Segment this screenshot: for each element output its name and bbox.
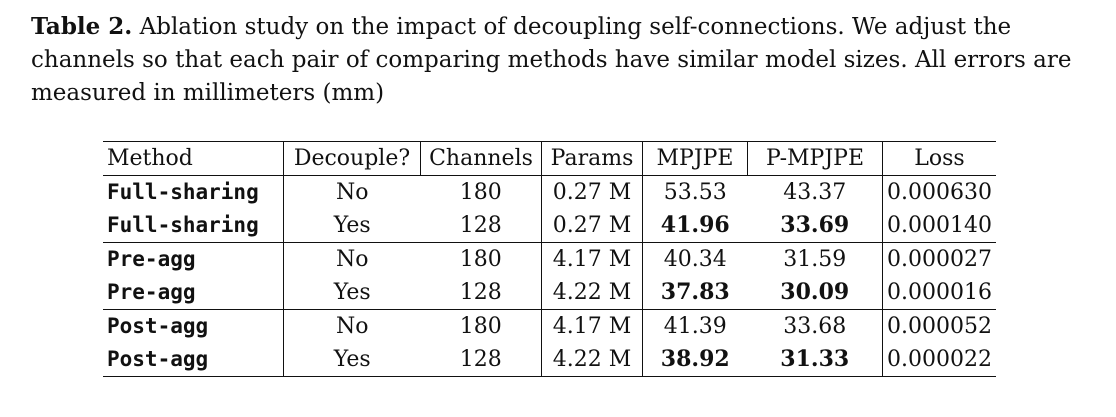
- group-post-agg: Post-agg No 180 4.17 M 41.39 33.68 0.000…: [103, 309, 996, 377]
- decouple-cell: Yes: [333, 280, 371, 305]
- mpjpe-cell: 40.34: [642, 242, 748, 276]
- loss-cell: 0.000022: [882, 343, 996, 377]
- mpjpe-cell: 41.39: [642, 309, 748, 343]
- header-channels: Channels: [420, 141, 542, 176]
- params-cell: 0.27 M: [541, 175, 643, 209]
- table-row: Full-sharing Yes 128 0.27 M 41.96 33.69 …: [103, 209, 996, 243]
- method-cell: Full-sharing: [103, 175, 284, 209]
- params-cell: 4.17 M: [541, 242, 643, 276]
- channels-cell: 180: [420, 175, 542, 209]
- channels-cell: 128: [420, 209, 542, 243]
- table-row: Post-agg Yes 128 4.22 M 38.92 31.33 0.00…: [103, 343, 996, 377]
- header-decouple: Decouple?: [283, 141, 421, 176]
- decouple-cell: No: [283, 175, 421, 209]
- method-cell: Post-agg: [103, 343, 284, 377]
- params-cell: 4.22 M: [541, 276, 643, 310]
- caption-label: Table 2.: [31, 13, 133, 40]
- mpjpe-cell: 37.83: [660, 279, 730, 305]
- channels-cell: 180: [420, 309, 542, 343]
- header-pmpjpe: P-MPJPE: [747, 141, 883, 176]
- ablation-table: Method Decouple? Channels Params MPJPE P…: [103, 141, 996, 377]
- loss-cell: 0.000027: [882, 242, 996, 276]
- loss-cell: 0.000052: [882, 309, 996, 343]
- loss-cell: 0.000140: [887, 213, 992, 238]
- channels-cell: 180: [420, 242, 542, 276]
- header-row: Method Decouple? Channels Params MPJPE P…: [103, 141, 996, 176]
- loss-cell: 0.000630: [882, 175, 996, 209]
- caption-text: Ablation study on the impact of decoupli…: [31, 14, 1072, 106]
- mpjpe-cell: 38.92: [642, 343, 748, 377]
- params-cell: 4.17 M: [541, 309, 643, 343]
- method-cell: Pre-agg: [103, 242, 284, 276]
- header-method: Method: [103, 141, 284, 176]
- table-row: Full-sharing No 180 0.27 M 53.53 43.37 0…: [103, 175, 996, 209]
- channels-cell: 128: [420, 343, 542, 377]
- mpjpe-cell: 41.96: [660, 212, 730, 238]
- decouple-cell: Yes: [283, 343, 421, 377]
- table-header: Method Decouple? Channels Params MPJPE P…: [103, 141, 996, 176]
- pmpjpe-cell: 43.37: [747, 175, 883, 209]
- pmpjpe-cell: 31.33: [747, 343, 883, 377]
- header-mpjpe: MPJPE: [642, 141, 748, 176]
- params-cell: 4.22 M: [541, 343, 643, 377]
- decouple-cell: Yes: [333, 213, 371, 238]
- method-cell: Full-sharing: [103, 209, 284, 243]
- table-row: Pre-agg No 180 4.17 M 40.34 31.59 0.0000…: [103, 242, 996, 276]
- group-full-sharing: Full-sharing No 180 0.27 M 53.53 43.37 0…: [103, 175, 996, 243]
- channels-cell: 128: [420, 276, 542, 310]
- header-loss: Loss: [882, 141, 996, 176]
- pmpjpe-cell: 33.69: [747, 209, 883, 243]
- header-params: Params: [541, 141, 643, 176]
- params-cell: 0.27 M: [541, 209, 643, 243]
- table-row: Pre-agg Yes 128 4.22 M 37.83 30.09 0.000…: [103, 276, 996, 310]
- table-row: Post-agg No 180 4.17 M 41.39 33.68 0.000…: [103, 309, 996, 343]
- decouple-cell: No: [283, 309, 421, 343]
- group-pre-agg: Pre-agg No 180 4.17 M 40.34 31.59 0.0000…: [103, 242, 996, 310]
- table-caption: Table 2. Ablation study on the impact of…: [31, 10, 1091, 110]
- pmpjpe-cell: 31.59: [747, 242, 883, 276]
- loss-cell: 0.000016: [887, 280, 992, 305]
- method-cell: Pre-agg: [103, 276, 284, 310]
- pmpjpe-cell: 30.09: [747, 276, 883, 310]
- method-cell: Post-agg: [103, 309, 284, 343]
- mpjpe-cell: 53.53: [642, 175, 748, 209]
- pmpjpe-cell: 33.68: [747, 309, 883, 343]
- decouple-cell: No: [283, 242, 421, 276]
